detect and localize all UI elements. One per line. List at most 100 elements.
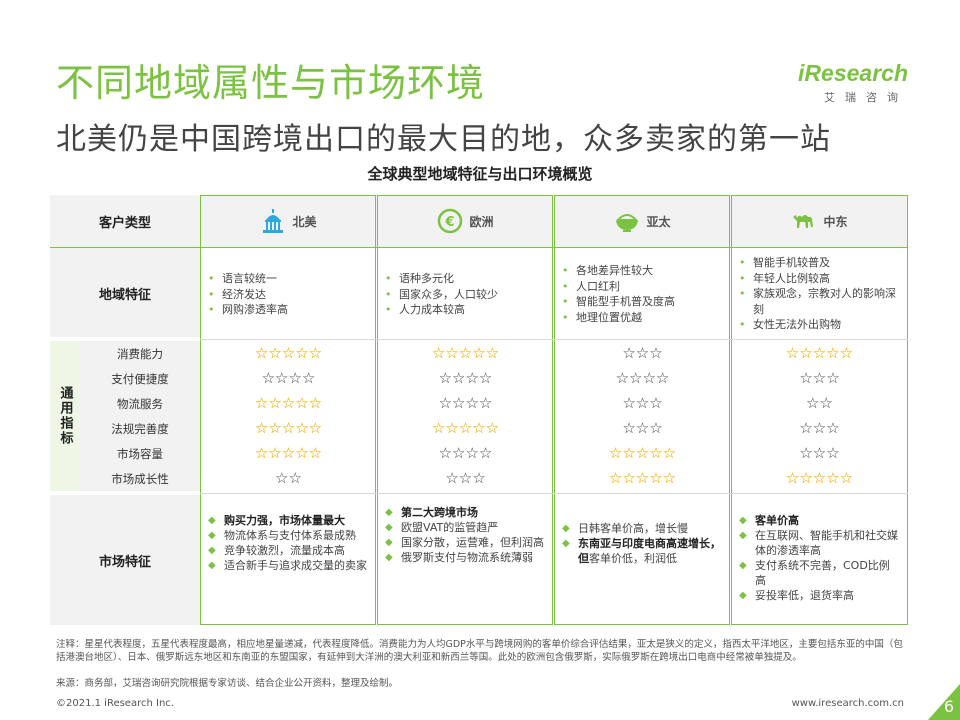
list-item: 人口红利 <box>560 279 725 295</box>
star-rating: ☆☆☆☆ <box>554 366 731 391</box>
customer-type-label: 客户类型 <box>98 215 151 231</box>
star-icons: ☆☆☆☆ <box>438 444 493 462</box>
region-name-north-america: 北美 <box>292 214 317 229</box>
star-rating: ☆☆☆ <box>377 466 554 491</box>
star-icons: ☆☆☆☆ <box>438 369 493 387</box>
star-icons: ☆☆☆☆ <box>438 394 493 412</box>
star-rating: ☆☆☆ <box>554 391 731 416</box>
star-rating: ☆☆☆☆☆ <box>731 341 908 366</box>
star-rating: ☆☆☆☆☆ <box>731 466 908 491</box>
metric-label: 市场容量 <box>117 446 163 461</box>
region-name-middle-east: 中东 <box>823 214 848 229</box>
star-icons: ☆☆☆☆☆ <box>785 469 854 487</box>
list-item: 日韩客单价高，增长慢 <box>562 521 722 536</box>
page-number: 6 <box>943 697 955 716</box>
header-divider <box>50 247 908 248</box>
star-rating: ☆☆ <box>731 391 908 416</box>
star-icons: ☆☆ <box>806 394 833 412</box>
market-list-asia-pacific: 日韩客单价高，增长慢东南亚与印度电商高速增长，但客单价低，利润低 <box>562 521 722 566</box>
star-rating: ☆☆☆☆ <box>377 441 554 466</box>
star-rating: ☆☆☆☆☆ <box>554 466 731 491</box>
list-item: 地理位置优越 <box>560 310 725 326</box>
header-label-bg <box>50 195 200 247</box>
source-note: 来源：商务部，艾瑞咨询研究院根据专家访谈、结合企业公开资料，整理及绘制。 <box>56 678 399 689</box>
market-features-label: 市场特征 <box>98 554 151 570</box>
region-features-label: 地域特征 <box>98 287 151 303</box>
star-icons: ☆☆☆ <box>799 444 840 462</box>
column-box-middle-east <box>731 195 908 625</box>
footnote: 注释：星星代表程度，五星代表程度最高，相应地星量递减，代表程度降低。消费能力为人… <box>56 639 903 663</box>
star-icons: ☆☆☆ <box>799 419 840 437</box>
star-icons: ☆☆☆☆ <box>261 369 316 387</box>
metric-label: 物流服务 <box>117 396 163 411</box>
metric-label: 市场成长性 <box>111 471 169 486</box>
list-item: 语言较统一 <box>206 271 371 287</box>
column-box-north-america <box>200 195 376 625</box>
region-name-asia-pacific: 亚太 <box>646 214 671 229</box>
logo-wordmark: iResearch <box>798 60 908 86</box>
list-item: 第二大跨境市场 <box>385 505 545 520</box>
metric-label: 支付便捷度 <box>111 371 169 386</box>
rice-bowl-icon <box>614 208 640 234</box>
list-item: 购买力强，市场体量最大 <box>208 513 368 528</box>
region-header-europe: € 欧洲 <box>377 195 554 247</box>
features-list-europe: 语种多元化 国家众多，人口较少 人力成本较高 <box>383 271 548 318</box>
star-icons: ☆☆☆ <box>622 394 663 412</box>
star-icons: ☆☆☆☆☆ <box>431 419 500 437</box>
list-item: 国家分散，运营难，但利润高 <box>385 535 545 550</box>
euro-coin-icon: € <box>437 208 463 234</box>
region-header-asia-pacific: 亚太 <box>554 195 731 247</box>
metric-label-bg <box>80 341 200 491</box>
general-indicator-bg <box>50 341 80 491</box>
features-list-asia-pacific: 各地差异性较大 人口红利 智能型手机普及度高 地理位置优越 <box>560 263 725 325</box>
features-list-north-america: 语言较统一 经济发达 网购渗透率高 <box>206 271 371 318</box>
table-title: 全球典型地域特征与出口环境概览 <box>367 165 593 183</box>
market-features-label-bg <box>50 495 200 625</box>
star-rating: ☆☆☆ <box>554 416 731 441</box>
star-icons: ☆☆☆☆☆ <box>254 419 323 437</box>
star-rating: ☆☆ <box>200 466 377 491</box>
star-rating: ☆☆☆☆ <box>377 391 554 416</box>
list-item: 各地差异性较大 <box>560 263 725 279</box>
star-icons: ☆☆☆ <box>799 369 840 387</box>
divider-market <box>200 493 908 494</box>
star-rating: ☆☆☆ <box>731 366 908 391</box>
region-name-europe: 欧洲 <box>469 214 494 229</box>
metric-label: 法规完善度 <box>111 421 169 436</box>
star-rating: ☆☆☆☆☆ <box>200 441 377 466</box>
list-item: 竞争较激烈，流量成本高 <box>208 543 368 558</box>
list-item: 家族观念，宗教对人的影响深刻 <box>737 286 902 317</box>
star-rating: ☆☆☆ <box>731 416 908 441</box>
star-icons: ☆☆☆☆ <box>615 369 670 387</box>
list-item: 支付系统不完善，COD比例高 <box>739 558 899 588</box>
region-header-middle-east: 中东 <box>731 195 908 247</box>
iresearch-logo: iResearch 艾瑞咨询 <box>798 60 908 105</box>
list-item: 物流体系与支付体系最成熟 <box>208 528 368 543</box>
features-list-middle-east: 智能手机较普及 年轻人比例较高 家族观念，宗教对人的影响深刻 女性无法外出购物 <box>737 255 902 333</box>
list-item: 俄罗斯支付与物流系统薄弱 <box>385 550 545 565</box>
star-icons: ☆☆☆ <box>445 469 486 487</box>
star-rating: ☆☆☆ <box>554 341 731 366</box>
star-icons: ☆☆☆☆☆ <box>608 444 677 462</box>
list-item: 年轻人比例较高 <box>737 271 902 287</box>
star-icons: ☆☆☆☆☆ <box>254 444 323 462</box>
list-item: 语种多元化 <box>383 271 548 287</box>
list-item: 欧盟VAT的监管趋严 <box>385 520 545 535</box>
list-item: 智能手机较普及 <box>737 255 902 271</box>
page-title: 不同地域属性与市场环境 <box>56 61 486 105</box>
star-rating: ☆☆☆☆☆ <box>200 341 377 366</box>
star-rating: ☆☆☆☆ <box>377 366 554 391</box>
star-icons: ☆☆☆☆☆ <box>785 344 854 362</box>
logo-chinese: 艾瑞咨询 <box>824 91 908 104</box>
star-rating: ☆☆☆☆☆ <box>200 391 377 416</box>
list-item: 智能型手机普及度高 <box>560 294 725 310</box>
star-icons: ☆☆☆☆☆ <box>254 394 323 412</box>
general-indicators-label: 通用指标 <box>57 386 73 446</box>
star-rating: ☆☆☆☆ <box>200 366 377 391</box>
list-item: 妥投率低，退货率高 <box>739 588 899 603</box>
page-number-badge: 6 <box>928 684 960 720</box>
star-icons: ☆☆☆☆☆ <box>608 469 677 487</box>
star-rating: ☆☆☆ <box>731 441 908 466</box>
list-item: 人力成本较高 <box>383 302 548 318</box>
region-features-label-bg <box>50 247 200 337</box>
